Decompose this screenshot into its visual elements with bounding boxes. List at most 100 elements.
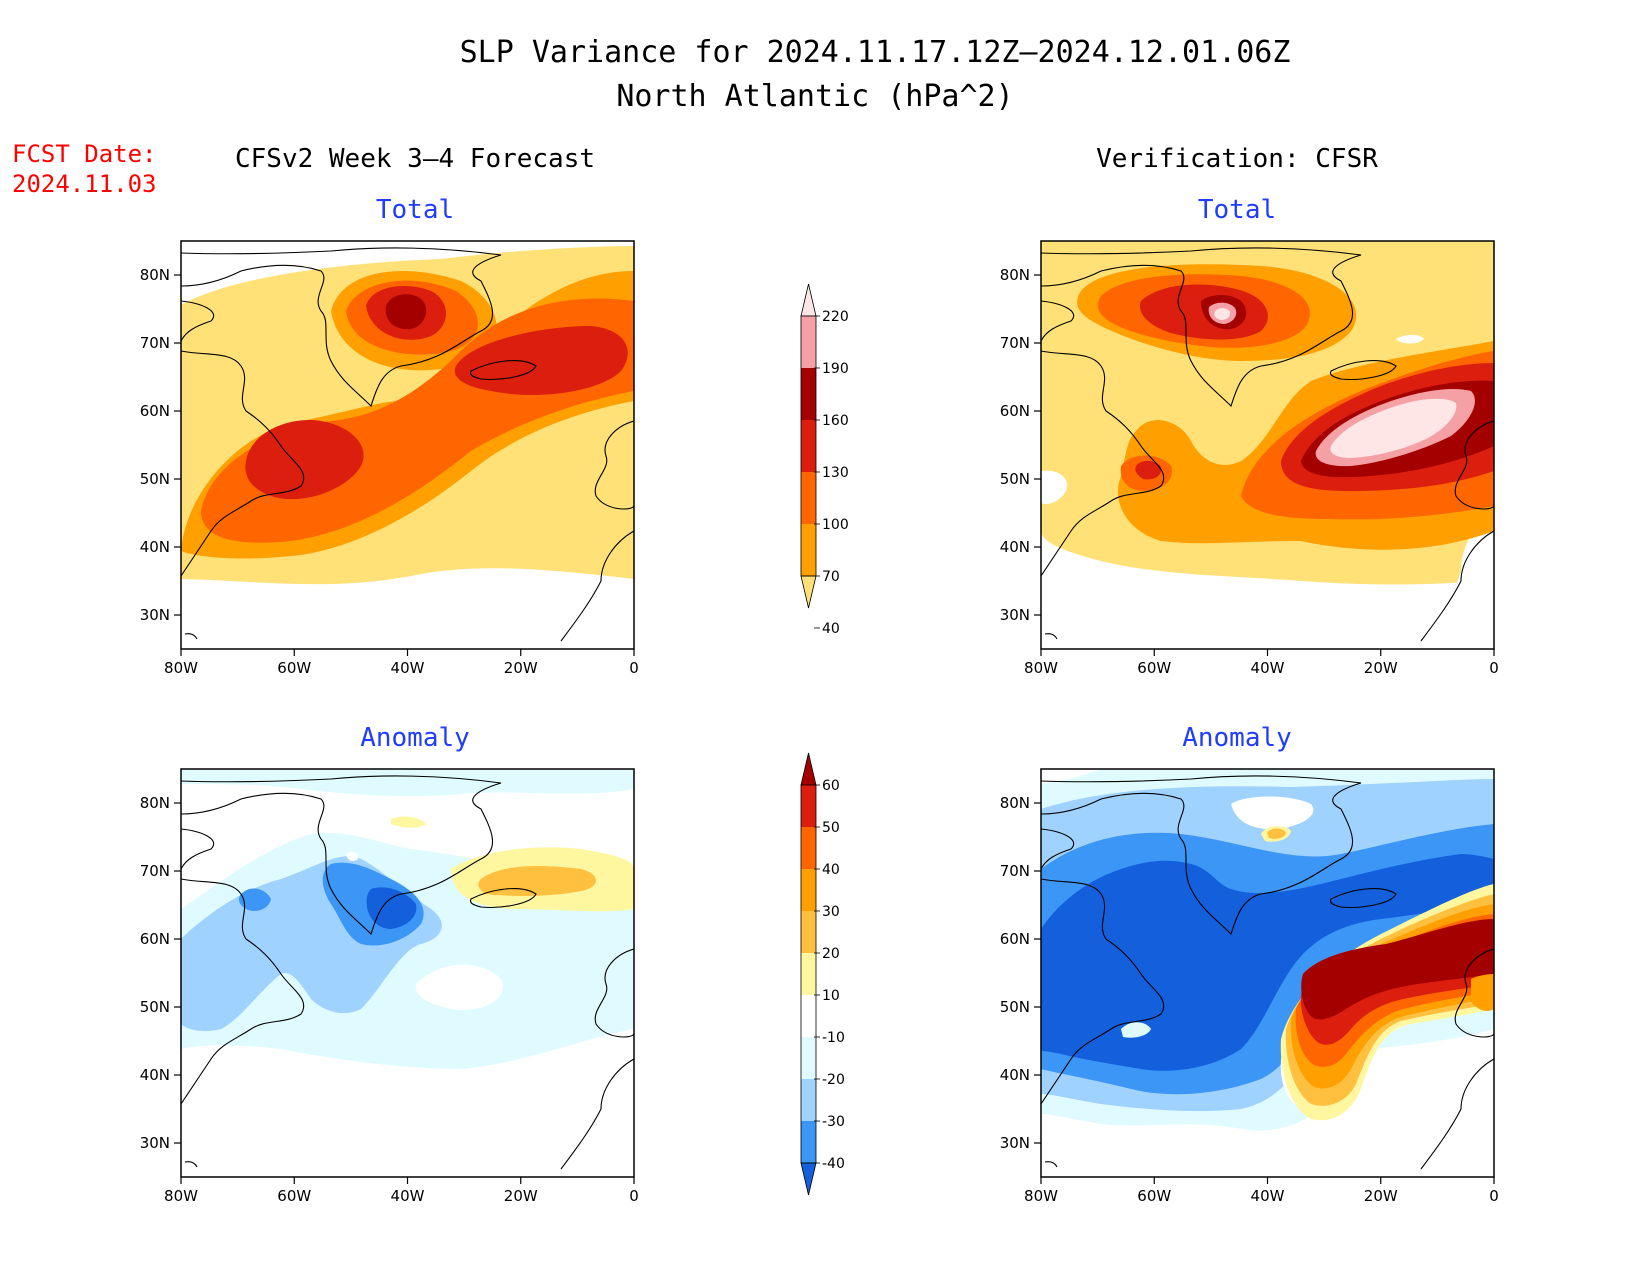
colorbar-segment xyxy=(801,827,816,869)
colorbar-label: -30 xyxy=(822,1114,845,1130)
colorbar-label: 50 xyxy=(822,820,840,836)
map-forecast-total: 80N 70N 60N 50N 40N 30N 80W 60W 40W 20W 0 xyxy=(140,240,639,677)
colorbar-cap-top xyxy=(800,752,817,786)
colorbar-segment xyxy=(801,995,816,1037)
lat-tick-label: 30N xyxy=(1000,1134,1030,1152)
main-title: SLP Variance for 2024.11.17.12Z–2024.12.… xyxy=(460,35,1291,70)
lat-tick-label: 70N xyxy=(140,862,170,880)
colorbar-label: -10 xyxy=(822,1030,845,1046)
colorbar-label: 40 xyxy=(822,862,840,878)
colorbar-segment xyxy=(801,953,816,995)
colorbar-label: 10 xyxy=(822,988,840,1004)
lat-axis: 80N 70N 60N 50N 40N 30N xyxy=(1000,266,1041,624)
coastlines xyxy=(181,775,634,1170)
lon-tick-label: 20W xyxy=(504,1187,538,1205)
lat-tick-label: 30N xyxy=(140,1134,170,1152)
lat-tick-label: 40N xyxy=(140,1066,170,1084)
colorbar-segment xyxy=(801,785,816,827)
colorbar-total: 220 190 160 130 100 70 40 xyxy=(800,283,849,637)
column-header-forecast: CFSv2 Week 3–4 Forecast xyxy=(235,144,595,174)
main-subtitle: North Atlantic (hPa^2) xyxy=(616,79,1013,114)
lon-tick-label: 80W xyxy=(164,1187,198,1205)
colorbar-label: 60 xyxy=(822,778,840,794)
lat-tick-label: 80N xyxy=(140,794,170,812)
map-verification-total: 80N 70N 60N 50N 40N 30N 80W 60W 40W 20W 0 xyxy=(1000,240,1499,677)
colorbar-segment xyxy=(801,911,816,953)
colorbar-segment xyxy=(801,1079,816,1121)
colorbar-label: 70 xyxy=(822,569,840,585)
colorbar-label: -40 xyxy=(822,1156,845,1172)
lat-axis: 80N 70N 60N 50N 40N 30N xyxy=(1000,794,1041,1152)
lon-tick-label: 80W xyxy=(1024,659,1058,677)
lat-tick-label: 80N xyxy=(1000,794,1030,812)
lon-tick-label: 40W xyxy=(391,659,425,677)
colorbar-cap-bottom xyxy=(800,575,817,609)
lat-tick-label: 70N xyxy=(1000,862,1030,880)
panel-title-verification-total: Total xyxy=(1198,195,1276,225)
colorbar-cap-bottom xyxy=(800,1162,817,1196)
colorbar-label: -20 xyxy=(822,1072,845,1088)
colorbar-label: 190 xyxy=(822,361,849,377)
colorbar-label: 100 xyxy=(822,517,849,533)
lon-tick-label: 40W xyxy=(1251,1187,1285,1205)
lat-tick-label: 70N xyxy=(1000,334,1030,352)
lon-tick-label: 60W xyxy=(277,1187,311,1205)
lat-tick-label: 80N xyxy=(140,266,170,284)
lat-tick-label: 50N xyxy=(140,998,170,1016)
colorbar-label: 220 xyxy=(822,309,849,325)
colorbar-label: 130 xyxy=(822,465,849,481)
coastlines xyxy=(1041,775,1494,1170)
colorbar-label: 40 xyxy=(822,621,840,637)
lat-tick-label: 50N xyxy=(1000,998,1030,1016)
contour-fill xyxy=(1041,241,1494,649)
lon-axis: 80W 60W 40W 20W 0 xyxy=(164,649,639,677)
colorbar-segment xyxy=(801,1037,816,1079)
contour-fill xyxy=(181,246,634,585)
colorbar-label: 30 xyxy=(822,904,840,920)
forecast-date-value: 2024.11.03 xyxy=(12,170,157,198)
lat-tick-label: 80N xyxy=(1000,266,1030,284)
lon-axis: 80W 60W 40W 20W 0 xyxy=(1024,649,1499,677)
lat-tick-label: 60N xyxy=(140,930,170,948)
lat-axis: 80N 70N 60N 50N 40N 30N xyxy=(140,266,181,624)
panel-title-forecast-total: Total xyxy=(376,195,454,225)
lon-tick-label: 40W xyxy=(1251,659,1285,677)
lat-tick-label: 60N xyxy=(1000,930,1030,948)
lat-tick-label: 40N xyxy=(1000,1066,1030,1084)
lat-tick-label: 50N xyxy=(1000,470,1030,488)
lon-tick-label: 60W xyxy=(1137,659,1171,677)
forecast-date-label: FCST Date: xyxy=(12,140,157,168)
lon-tick-label: 20W xyxy=(504,659,538,677)
lon-tick-label: 0 xyxy=(629,1187,639,1205)
lon-tick-label: 40W xyxy=(391,1187,425,1205)
contour-fill xyxy=(1041,769,1494,1134)
colorbar-anomaly: 60 50 40 30 20 10 -10 -20 -30 -40 xyxy=(800,752,845,1196)
lat-tick-label: 60N xyxy=(140,402,170,420)
column-header-verification: Verification: CFSR xyxy=(1096,144,1378,174)
colorbar-segment xyxy=(801,420,816,472)
colorbar-outline xyxy=(800,784,817,1164)
colorbar-segment xyxy=(801,472,816,524)
panel-title-forecast-anomaly: Anomaly xyxy=(360,723,470,753)
lat-tick-label: 40N xyxy=(1000,538,1030,556)
lon-tick-label: 20W xyxy=(1364,1187,1398,1205)
colorbar-segment xyxy=(801,869,816,911)
lon-tick-label: 0 xyxy=(629,659,639,677)
lat-tick-label: 30N xyxy=(140,606,170,624)
colorbar-segment xyxy=(801,368,816,420)
panel-title-verification-anomaly: Anomaly xyxy=(1182,723,1292,753)
lon-tick-label: 20W xyxy=(1364,659,1398,677)
lat-tick-label: 30N xyxy=(1000,606,1030,624)
coastlines xyxy=(181,247,634,642)
colorbar-segment xyxy=(801,316,816,368)
lon-tick-label: 80W xyxy=(1024,1187,1058,1205)
lon-tick-label: 80W xyxy=(164,659,198,677)
lon-tick-label: 0 xyxy=(1489,659,1499,677)
colorbar-label: 20 xyxy=(822,946,840,962)
lon-axis: 80W 60W 40W 20W 0 xyxy=(1024,1177,1499,1205)
lat-axis: 80N 70N 60N 50N 40N 30N xyxy=(140,794,181,1152)
map-verification-anomaly: 80N 70N 60N 50N 40N 30N 80W 60W 40W 20W 0 xyxy=(1000,768,1499,1205)
colorbar-segment xyxy=(801,524,816,576)
lat-tick-label: 70N xyxy=(140,334,170,352)
